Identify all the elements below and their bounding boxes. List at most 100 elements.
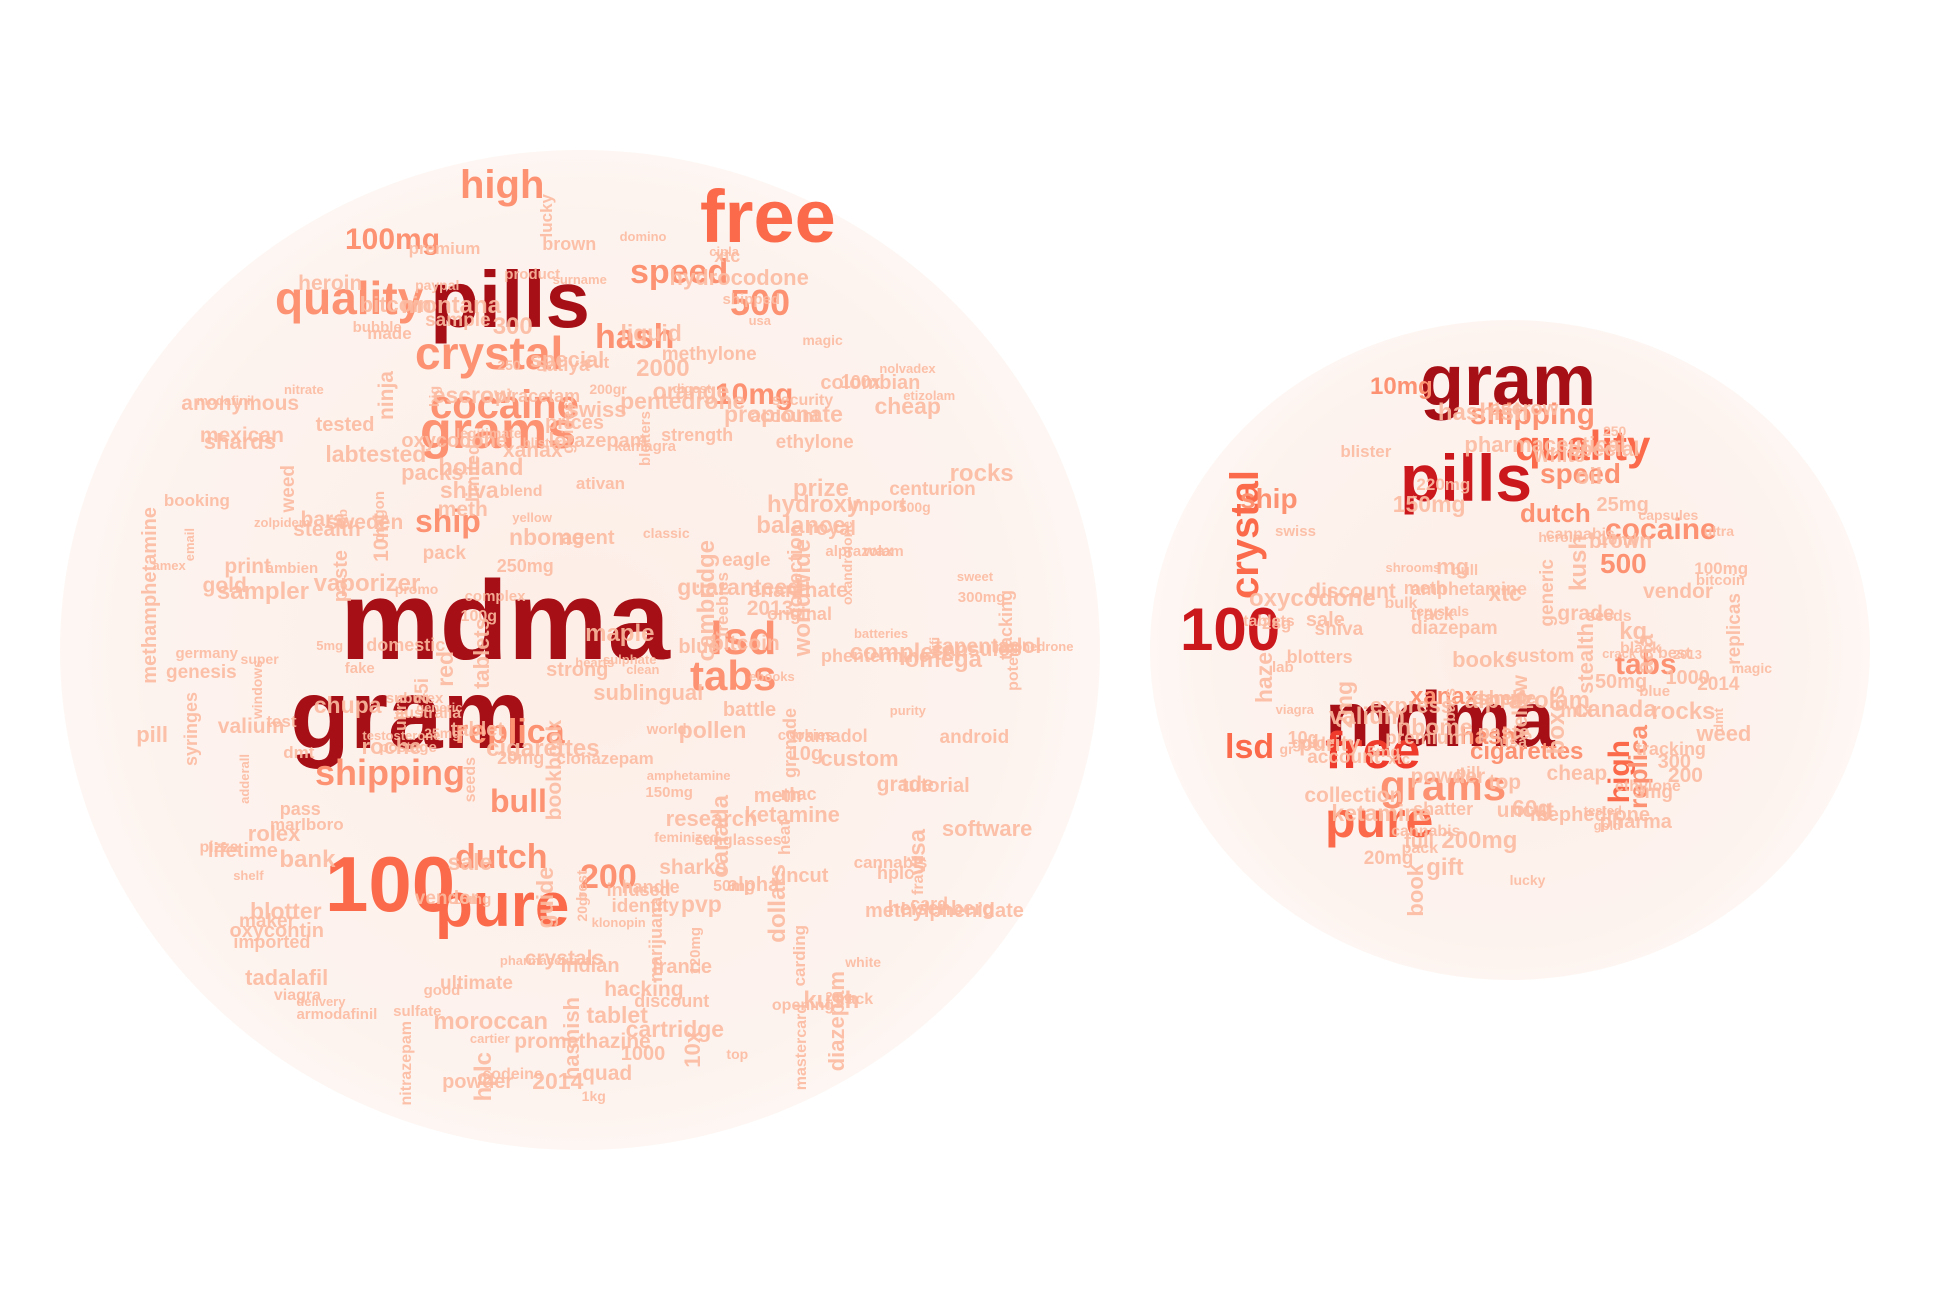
- cloud-word: special: [529, 347, 605, 373]
- cloud-word: ship: [1240, 483, 1298, 514]
- cloud-word: xtc: [714, 245, 741, 266]
- cloud-word: propionate: [724, 400, 843, 427]
- cloud-word: 10ml: [1598, 529, 1638, 549]
- cloud-word: stealth: [1572, 622, 1598, 694]
- cloud-word: syringes: [180, 692, 201, 767]
- cloud-word: haze: [1251, 652, 1278, 704]
- cloud-word: sweden: [326, 511, 404, 535]
- cloud-word: 20gr: [574, 892, 591, 922]
- cloud-word: adderall: [237, 754, 253, 804]
- word-cloud-left: mdma gram pills free 100 pure grams crystal qual…: [60, 150, 1100, 1150]
- cloud-word: special: [1568, 437, 1640, 461]
- cloud-word: surname: [552, 271, 607, 287]
- cloud-word: pharma: [1599, 810, 1672, 833]
- cloud-word: tabs: [1615, 648, 1677, 681]
- cloud-word: card: [910, 893, 949, 914]
- cloud-word: magic: [1731, 659, 1773, 676]
- cloud-word: brown: [542, 234, 597, 255]
- cloud-word: heat: [774, 819, 794, 855]
- cloud-word: tabs: [690, 652, 777, 699]
- cloud-word: cut: [583, 352, 610, 372]
- cloud-word: modafinil: [196, 393, 255, 409]
- cloud-word: indian: [560, 955, 620, 978]
- cloud-word: 20mg: [497, 747, 545, 768]
- cloud-word: blotters: [1286, 646, 1353, 667]
- cloud-word: cannabis: [853, 853, 928, 873]
- cloud-word: red: [431, 651, 458, 688]
- cloud-word: tutorial: [901, 774, 970, 797]
- cloud-word: cartridge: [625, 1016, 725, 1043]
- cloud-word: kush: [1565, 535, 1593, 592]
- cloud-word: 150mg: [645, 783, 693, 801]
- cloud-word: alprazolam: [825, 542, 904, 560]
- cloud-word: 50mg: [1594, 670, 1648, 693]
- cloud-word: sampler: [216, 577, 309, 605]
- cloud-word: custom: [820, 746, 899, 772]
- cloud-word: feminized: [654, 828, 719, 845]
- cloud-word: xanax: [1410, 683, 1479, 710]
- cloud-word: replicas: [1723, 593, 1745, 665]
- cloud-word: 250: [1602, 422, 1627, 439]
- cloud-word: mephedrone: [1530, 803, 1651, 826]
- cloud-word: meth: [753, 784, 802, 807]
- cloud-word: cigarettes: [1470, 738, 1584, 765]
- cloud-word: guaranteed: [677, 573, 802, 600]
- cloud-word: subutex: [385, 690, 444, 708]
- cloud-word: opening: [771, 996, 835, 1014]
- cloud-word: speed: [1540, 458, 1621, 489]
- cloud-word: gram: [1420, 341, 1597, 421]
- cloud-word: 1000: [1665, 666, 1710, 689]
- cloud-word: premium: [1385, 728, 1466, 750]
- cloud-word: heisenberg: [887, 898, 995, 921]
- cloud-word: blue: [678, 636, 720, 659]
- cloud-word: 20mg: [1363, 848, 1414, 870]
- cloud-word: handle: [621, 876, 680, 897]
- cloud-word: sunglasses: [694, 831, 782, 849]
- cloud-word: lucky: [536, 193, 556, 238]
- cloud-word: tapentadol: [934, 635, 1042, 658]
- cloud-word: super: [240, 650, 279, 667]
- cloud-word: ketamine: [1331, 800, 1432, 827]
- cloud-word: genesis: [165, 661, 237, 683]
- cloud-word: cigarettes: [486, 734, 600, 762]
- cloud-word: enanthate: [748, 579, 848, 602]
- cloud-word: ativan: [575, 474, 626, 494]
- cloud-word: ambien: [265, 560, 319, 578]
- cloud-word: uncut: [1496, 798, 1554, 822]
- cloud-word: tracking: [1635, 738, 1706, 759]
- cloud-word: shiva: [439, 477, 499, 504]
- cloud-word: print: [224, 554, 272, 578]
- cloud-word: research: [665, 805, 758, 831]
- cloud-word: cannabis: [1545, 526, 1615, 544]
- cloud-word: pharmaceutical: [499, 952, 596, 968]
- cloud-word: lab: [1272, 658, 1294, 676]
- cloud-word: ninja: [375, 371, 399, 421]
- cloud-word: shipping: [1470, 398, 1595, 431]
- cloud-word: 25mg: [1596, 493, 1649, 516]
- word-cloud-right: gram mdma pills 100 free pure grams quality crys…: [1150, 320, 1870, 980]
- cloud-word: 2013: [746, 597, 794, 621]
- cloud-word: usa: [748, 313, 771, 329]
- cloud-word: pure: [1325, 792, 1434, 848]
- cloud-word: 50mg: [713, 878, 755, 896]
- cloud-word: bank: [279, 845, 336, 873]
- cloud-word: delivery: [296, 994, 346, 1010]
- cloud-word: rocks: [1651, 697, 1716, 725]
- cloud-word: mac: [780, 784, 817, 805]
- cloud-word: sample: [425, 310, 491, 332]
- cloud-word: blotter: [250, 898, 322, 925]
- cloud-word: pure: [435, 871, 570, 940]
- cloud-word: crystals: [524, 947, 605, 971]
- cloud-word: guide: [532, 866, 559, 929]
- cloud-word: generic: [1537, 559, 1559, 628]
- cloud-word: ethylone: [1615, 778, 1681, 796]
- cloud-word: hash: [595, 318, 675, 356]
- cloud-word: books: [1452, 646, 1517, 672]
- cloud-word: shelf: [233, 867, 264, 883]
- cloud-word: 2000: [636, 354, 690, 382]
- cloud-word: 100x: [840, 371, 881, 392]
- cloud-word: classic: [642, 525, 690, 542]
- cloud-word: 220mg: [1416, 475, 1471, 495]
- cloud-word: 2013: [1673, 647, 1702, 663]
- cloud-word: tested: [1583, 803, 1622, 819]
